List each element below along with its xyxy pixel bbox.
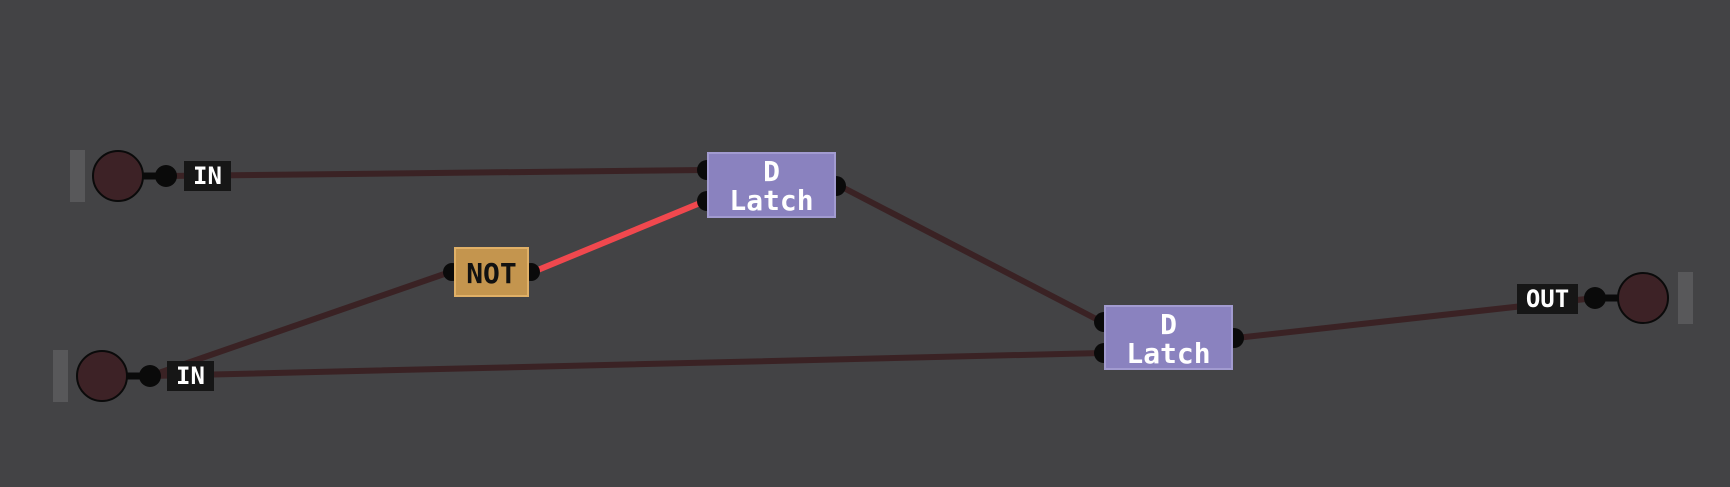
- not-label: NOT: [466, 257, 517, 290]
- latch2-body[interactable]: [1104, 305, 1233, 370]
- output-led[interactable]: OUT: [1517, 272, 1693, 324]
- latch1-label-line2: Latch: [729, 184, 813, 217]
- switch-tab[interactable]: [53, 350, 68, 402]
- d-latch-1[interactable]: D Latch: [697, 152, 846, 218]
- switch-button[interactable]: [76, 350, 128, 402]
- input-switch-1[interactable]: IN: [70, 150, 231, 202]
- output-tag-label: OUT: [1526, 285, 1569, 313]
- output-tag-bg: [1517, 284, 1578, 314]
- wire-in2-to-latch2-enable[interactable]: [147, 350, 1105, 379]
- latch1-body[interactable]: [707, 152, 836, 218]
- input-tag-label: IN: [193, 162, 222, 190]
- switch-tab[interactable]: [70, 150, 85, 202]
- input-switch-2[interactable]: IN: [53, 350, 214, 402]
- led-tab[interactable]: [1678, 272, 1693, 324]
- not-body[interactable]: [454, 247, 529, 297]
- output-pin[interactable]: [139, 365, 161, 387]
- latch2-label-line1: D: [1160, 308, 1177, 341]
- input-tag-label: IN: [176, 362, 205, 390]
- output-pin[interactable]: [155, 165, 177, 187]
- wire-in1-to-latch1-d[interactable]: [163, 167, 708, 179]
- switch-button[interactable]: [92, 150, 144, 202]
- input-tag-bg: [184, 161, 231, 191]
- d-latch-2[interactable]: D Latch: [1094, 305, 1244, 370]
- wires: [147, 167, 1598, 379]
- input-pin[interactable]: [1584, 287, 1606, 309]
- wire-in2-to-not[interactable]: [147, 269, 453, 379]
- input-tag-bg: [167, 361, 214, 391]
- wire-latch1-q-to-latch2-d[interactable]: [837, 183, 1105, 325]
- not-gate[interactable]: NOT: [443, 247, 540, 297]
- latch2-label-line2: Latch: [1126, 337, 1210, 370]
- latch1-label-line1: D: [763, 155, 780, 188]
- led-lamp[interactable]: [1617, 272, 1669, 324]
- wire-not-to-latch1-enable[interactable]: [530, 198, 708, 275]
